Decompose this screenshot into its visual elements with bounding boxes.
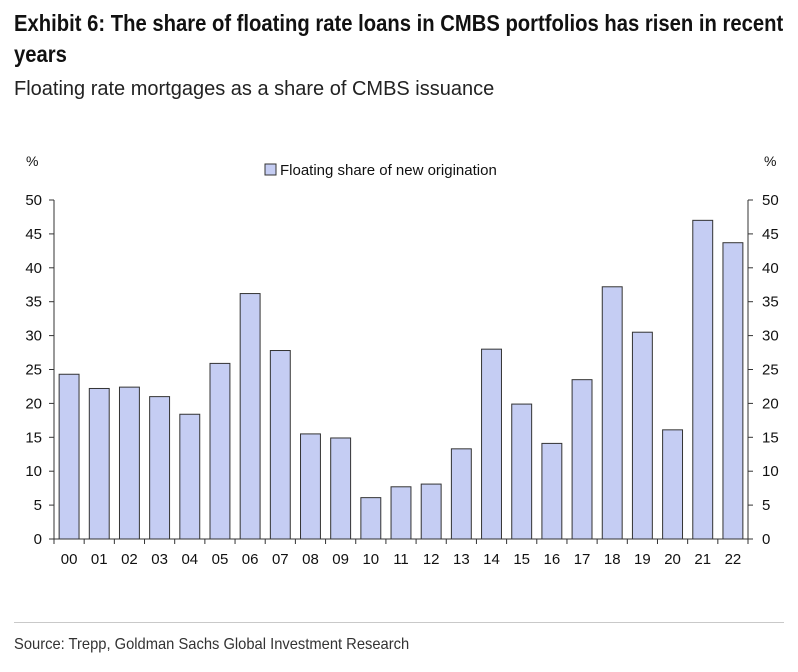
y-axis-unit-right: % — [764, 153, 776, 169]
y-tick-label-right: 35 — [762, 294, 779, 311]
bar-18 — [601, 286, 623, 540]
footer-divider — [14, 622, 784, 623]
y-tick-label-left: 40 — [25, 260, 42, 277]
bar-03 — [149, 396, 171, 540]
y-tick-labels-right: 0 5 10 15 20 25 30 35 40 45 50 — [762, 192, 779, 548]
y-tick-label-left: 0 — [34, 531, 42, 548]
bar-14 — [481, 348, 502, 540]
x-tick-label-04: 04 — [181, 551, 198, 568]
y-tick-label-right: 45 — [762, 226, 779, 243]
bar-01 — [88, 387, 110, 540]
bar-13 — [450, 448, 472, 540]
bar-20 — [662, 429, 684, 540]
y-tick-label-right: 5 — [762, 497, 770, 514]
bar-11 — [390, 486, 412, 540]
y-tick-label-right: 20 — [762, 395, 779, 412]
bar-08 — [300, 433, 321, 540]
bar-10 — [360, 497, 382, 540]
chart-subtitle: Floating rate mortgages as a share of CM… — [14, 78, 495, 100]
x-tick-label-12: 12 — [423, 551, 440, 568]
bar-21 — [692, 219, 714, 540]
bar-19 — [631, 331, 653, 540]
y-tick-label-right: 10 — [762, 463, 779, 480]
y-tick-label-right: 15 — [762, 429, 779, 446]
x-tick-label-21: 21 — [694, 551, 711, 568]
x-tick-label-03: 03 — [151, 551, 168, 568]
y-tick-label-left: 10 — [25, 463, 42, 480]
bar-17 — [571, 379, 593, 540]
source-note: Source: Trepp, Goldman Sachs Global Inve… — [14, 636, 410, 653]
x-tick-label-13: 13 — [453, 551, 470, 568]
y-tick-label-right: 30 — [762, 328, 779, 345]
bar-04 — [179, 413, 201, 540]
y-tick-label-left: 20 — [25, 395, 42, 412]
x-tick-label-14: 14 — [483, 551, 500, 568]
bar-07 — [269, 350, 291, 540]
y-tick-label-left: 15 — [25, 429, 42, 446]
bar-22 — [722, 242, 744, 540]
x-tick-label-08: 08 — [302, 551, 319, 568]
x-tick-label-10: 10 — [362, 551, 379, 568]
y-tick-label-right: 40 — [762, 260, 779, 277]
x-tick-label-22: 22 — [725, 551, 742, 568]
bar-09 — [330, 437, 352, 540]
y-tick-label-left: 50 — [25, 192, 42, 209]
y-axis-unit-left: % — [26, 153, 38, 169]
y-tick-label-left: 5 — [34, 497, 42, 514]
legend: Floating share of new origination — [264, 162, 497, 179]
bars — [58, 219, 744, 540]
x-tick-label-05: 05 — [212, 551, 229, 568]
x-tick-label-06: 06 — [242, 551, 259, 568]
x-tick-label-15: 15 — [513, 551, 530, 568]
bar-chart: % % Floating share of new origination 00… — [25, 153, 779, 568]
x-tick-labels: 00 01 02 03 04 05 06 07 08 09 10 11 12 13 14 15 16 17 18 19… — [61, 551, 742, 568]
legend-swatch — [264, 163, 277, 176]
bar-15 — [511, 403, 533, 540]
y-tick-label-right: 25 — [762, 362, 779, 379]
bar-05 — [209, 362, 231, 540]
y-tick-labels-left: 0 5 10 15 20 25 30 35 40 45 50 — [25, 192, 42, 548]
x-tick-label-01: 01 — [91, 551, 108, 568]
x-tick-label-19: 19 — [634, 551, 651, 568]
x-tick-label-09: 09 — [332, 551, 349, 568]
x-tick-label-07: 07 — [272, 551, 289, 568]
y-tick-label-left: 30 — [25, 328, 42, 345]
bar-06 — [239, 293, 261, 540]
x-tick-label-11: 11 — [393, 551, 409, 568]
y-tick-label-left: 45 — [25, 226, 42, 243]
y-tick-label-right: 50 — [762, 192, 779, 209]
bar-02 — [118, 386, 140, 540]
legend-label: Floating share of new origination — [280, 162, 497, 179]
x-tick-label-17: 17 — [574, 551, 591, 568]
chart-title: Exhibit 6: The share of floating rate lo… — [14, 10, 784, 67]
x-tick-label-00: 00 — [61, 551, 78, 568]
bar-12 — [420, 483, 442, 540]
x-tick-label-18: 18 — [604, 551, 621, 568]
x-tick-label-20: 20 — [664, 551, 681, 568]
y-tick-label-right: 0 — [762, 531, 770, 548]
y-tick-label-left: 25 — [25, 362, 42, 379]
bar-16 — [541, 442, 563, 540]
y-tick-label-left: 35 — [25, 294, 42, 311]
bar-00 — [58, 373, 80, 540]
x-tick-label-16: 16 — [544, 551, 561, 568]
x-tick-label-02: 02 — [121, 551, 138, 568]
